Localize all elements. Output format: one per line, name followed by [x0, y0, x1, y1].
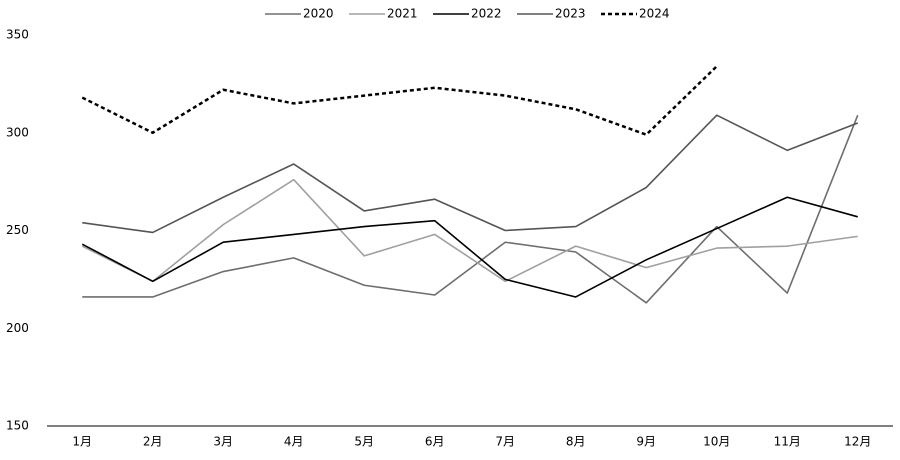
y-tick-label: 350	[6, 28, 29, 42]
x-tick-label: 9月	[636, 435, 656, 449]
legend-label: 2023	[555, 7, 586, 21]
x-tick-label: 5月	[354, 435, 374, 449]
legend-label: 2021	[387, 7, 418, 21]
series-line	[82, 114, 859, 304]
x-tick-label: 7月	[495, 435, 515, 449]
y-tick-label: 200	[6, 321, 29, 335]
x-tick-label: 12月	[844, 435, 871, 449]
x-tick-label: 1月	[72, 435, 92, 449]
y-tick-label: 300	[6, 125, 29, 139]
x-tick-label: 3月	[213, 435, 233, 449]
series-line	[81, 178, 858, 283]
legend-label: 2024	[639, 7, 670, 21]
y-tick-label: 250	[6, 223, 29, 237]
x-tick-label: 4月	[284, 435, 304, 449]
y-tick-label: 150	[6, 419, 29, 433]
series-line	[82, 114, 859, 234]
series-line	[81, 65, 718, 136]
x-tick-label: 8月	[566, 435, 586, 449]
series-line	[81, 196, 858, 298]
legend-label: 2020	[303, 7, 334, 21]
x-tick-label: 6月	[425, 435, 445, 449]
legend-label: 2022	[471, 7, 502, 21]
x-tick-label: 11月	[774, 435, 801, 449]
x-tick-label: 2月	[143, 435, 163, 449]
x-tick-label: 10月	[703, 435, 730, 449]
